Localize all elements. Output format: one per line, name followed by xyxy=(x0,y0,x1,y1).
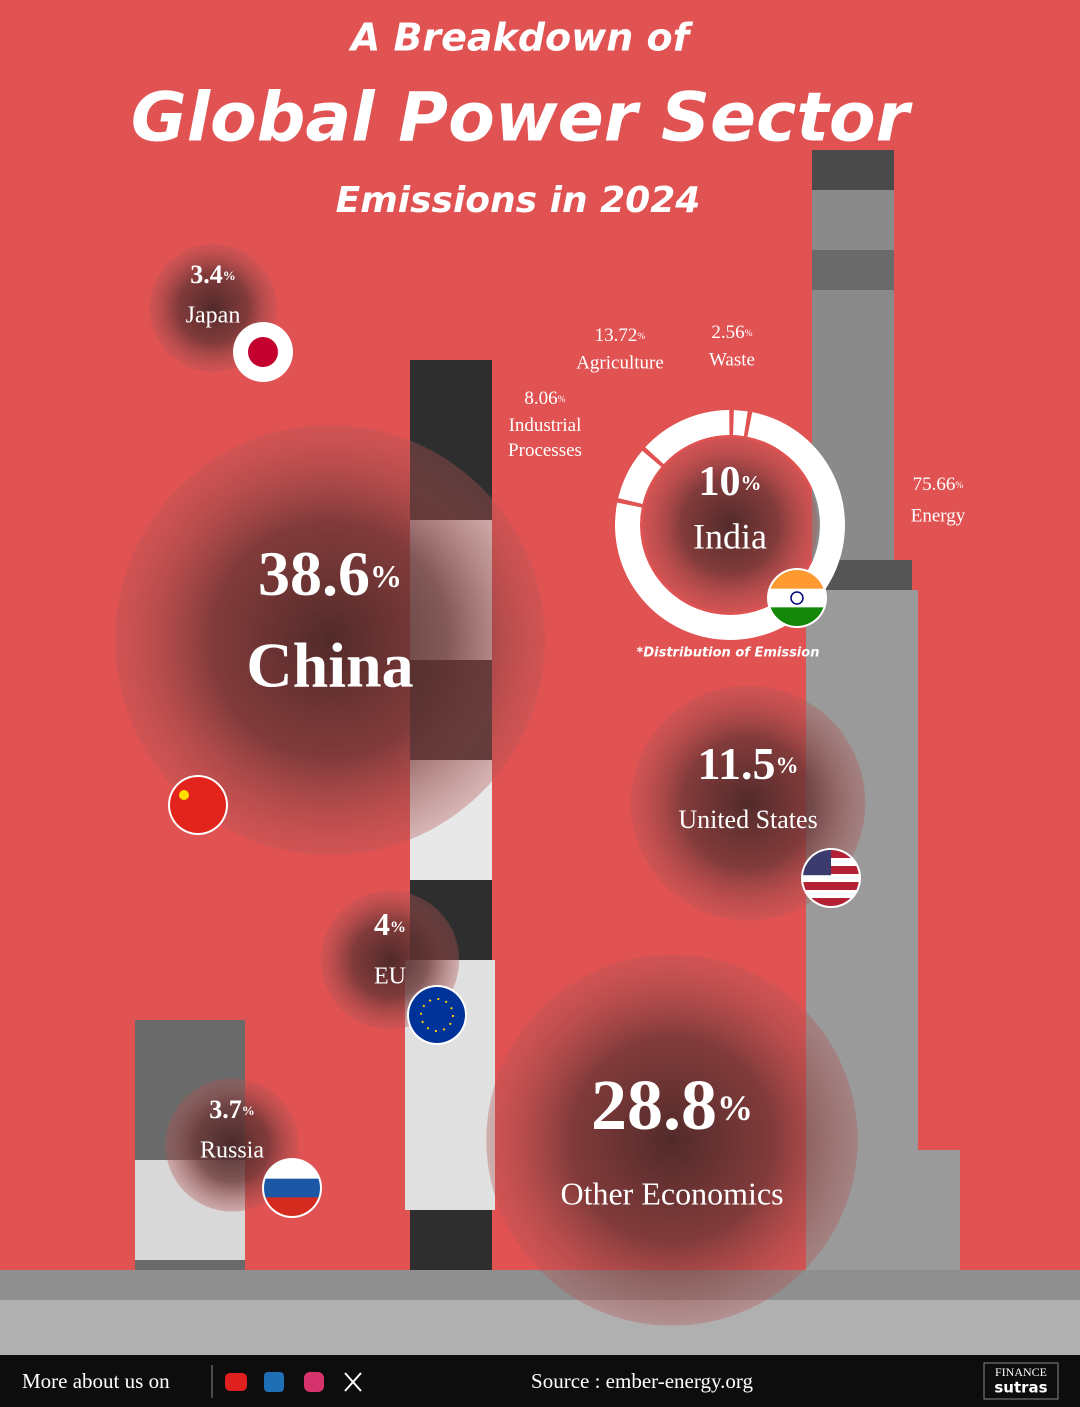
footer xyxy=(0,1355,1080,1407)
x-icon[interactable] xyxy=(344,1372,362,1392)
value-label: 2.56% xyxy=(711,322,752,343)
bubble-name: India xyxy=(693,516,767,556)
flag xyxy=(168,775,228,835)
value-label: 75.66% xyxy=(913,474,964,495)
flag-band xyxy=(803,898,859,906)
logo-box xyxy=(983,1362,1059,1400)
donut-segment xyxy=(618,450,662,504)
source: Source : ember-energy.org xyxy=(531,1369,753,1393)
bubble xyxy=(115,425,545,855)
flag-dot xyxy=(248,337,278,367)
instagram-icon[interactable] xyxy=(304,1372,324,1392)
flag xyxy=(407,985,467,1045)
value-label: 8.06% xyxy=(524,388,565,409)
donut-segment xyxy=(645,410,730,465)
bubble-name: China xyxy=(246,630,413,701)
segment-label: Waste xyxy=(709,349,755,370)
value-label: 13.72% xyxy=(595,325,646,346)
bubble-name: Japan xyxy=(186,303,241,329)
flag xyxy=(801,848,861,908)
value-label: 3.4% xyxy=(190,260,236,289)
flag-band xyxy=(264,1160,320,1180)
logo-top: FINANCE xyxy=(995,1365,1047,1379)
bubble-name: Russia xyxy=(200,1138,264,1164)
flag-body xyxy=(769,570,825,626)
youtube-icon[interactable] xyxy=(225,1373,247,1391)
linkedin-icon[interactable] xyxy=(264,1372,284,1392)
bubble-name: EU xyxy=(374,964,406,990)
bubble xyxy=(486,954,858,1326)
bubble xyxy=(642,437,818,613)
flag-band xyxy=(769,588,825,608)
flag-body xyxy=(170,777,226,833)
bubble-name: Other Economics xyxy=(560,1175,783,1211)
segment-label: Energy xyxy=(911,505,966,526)
segment-label: Industrial Processes xyxy=(508,415,582,461)
flag-band xyxy=(803,882,859,891)
flag-body xyxy=(803,850,859,906)
value-label: 3.7% xyxy=(209,1095,255,1124)
value-label: 10% xyxy=(699,459,762,505)
bubble-name: United States xyxy=(678,805,817,834)
flag-body xyxy=(264,1160,320,1216)
flag-band xyxy=(803,874,859,883)
follow-text: More about us on xyxy=(22,1369,170,1393)
donut-segment xyxy=(733,410,748,437)
flag-band xyxy=(769,607,825,626)
flag-body xyxy=(409,987,465,1043)
logo-bottom: sutras xyxy=(994,1379,1047,1397)
flag-body xyxy=(235,324,291,380)
flag xyxy=(233,322,293,382)
flag-stars xyxy=(420,998,454,1032)
flag-band xyxy=(170,777,226,833)
flag xyxy=(767,568,827,628)
value-label: 28.8% xyxy=(591,1065,753,1145)
value-label: 38.6% xyxy=(258,538,402,609)
flag-band xyxy=(803,890,859,899)
bubbles: 3.4% Japan 38.6% China 10% India 11.5% United S… xyxy=(115,244,866,1326)
flag-band xyxy=(409,987,465,1043)
flag-band xyxy=(264,1197,320,1216)
title: Global Power Sector xyxy=(131,79,914,158)
flag xyxy=(262,1158,322,1218)
value-label: 4% xyxy=(374,906,406,942)
segment-label: Agriculture xyxy=(576,352,664,373)
subtitle: Emissions in 2024 xyxy=(336,180,701,221)
flag-star xyxy=(179,790,189,800)
flag-band xyxy=(769,570,825,590)
note: *Distribution of Emission xyxy=(637,646,820,661)
flag-wheel xyxy=(790,591,804,605)
india-breakdown: 75.66% Energy 8.06% Industrial Processes 13.7… xyxy=(508,322,966,640)
title-line: A Breakdown of xyxy=(348,16,694,60)
flag-band xyxy=(264,1178,320,1198)
value-label: 11.5% xyxy=(698,738,799,789)
